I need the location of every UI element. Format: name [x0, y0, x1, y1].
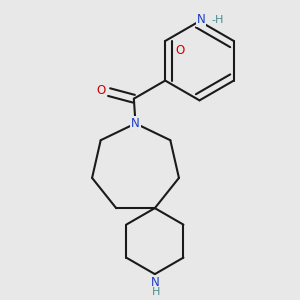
Text: N: N	[131, 117, 140, 130]
Text: -H: -H	[212, 14, 224, 25]
Text: O: O	[176, 44, 185, 57]
Text: O: O	[96, 84, 106, 97]
Text: N: N	[197, 13, 206, 26]
Text: N: N	[151, 276, 159, 289]
Text: H: H	[152, 287, 161, 297]
